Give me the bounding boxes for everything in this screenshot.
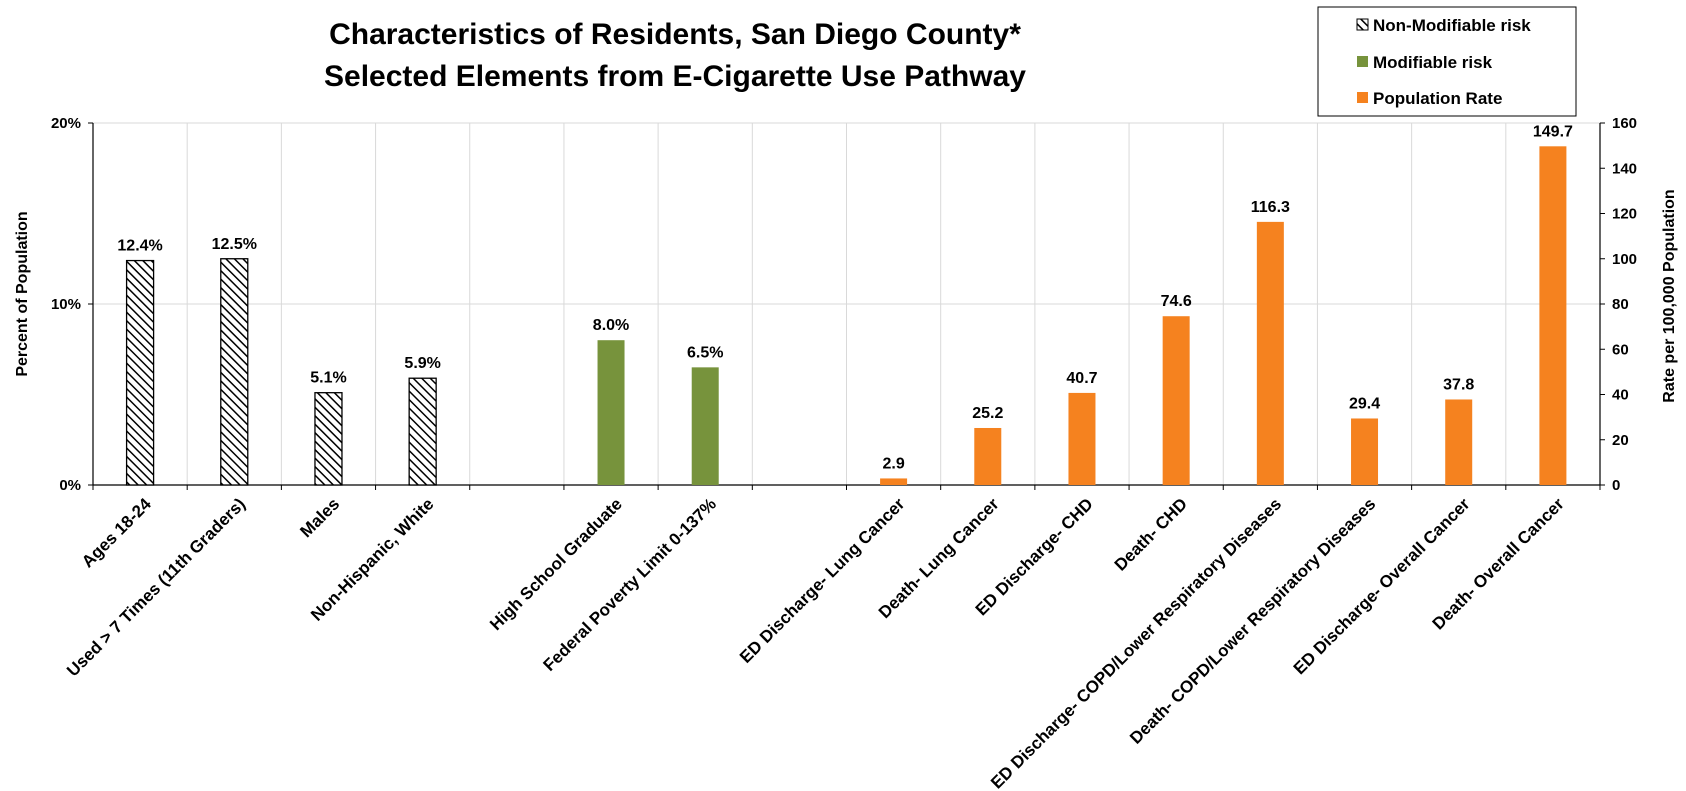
y-axis-right-title: Rate per 100,000 Population [1661,189,1678,402]
legend: Non-Modifiable risk Modifiable risk Popu… [1317,6,1577,117]
x-category-label: Males [296,494,343,541]
data-label: 8.0% [593,317,629,334]
chart-title-line-1: Characteristics of Residents, San Diego … [329,18,1021,51]
data-label: 2.9 [882,455,904,472]
data-label: 74.6 [1161,293,1192,310]
data-label: 12.4% [117,238,162,255]
bar-modifiable [597,340,625,485]
data-label: 149.7 [1533,123,1573,140]
y-left-tick-label: 0% [59,477,81,494]
data-labels: 12.4% 12.5% 5.1% 5.9% 8.0% 6.5% 2.9 25.2 40.7 74.… [117,123,1573,472]
bar-non-modifiable [125,259,155,486]
bar-population-rate [1445,399,1473,485]
bar-non-modifiable [220,258,249,486]
legend-label-modifiable: Modifiable risk [1373,53,1493,72]
data-label: 5.9% [404,355,440,372]
bar-non-modifiable [408,377,437,486]
x-category-label: Federal Poverty Limit 0-137% [540,494,720,674]
legend-swatch-non-modifiable [1356,18,1369,31]
data-label: 25.2 [972,405,1003,422]
bar-non-modifiable [314,392,343,486]
y-right-tick-label: 160 [1612,115,1637,132]
x-category-label: Used > 7 Times (11th Graders) [63,494,249,680]
y-right-tick-label: 80 [1612,296,1629,313]
y-right-tick-label: 100 [1612,251,1637,268]
bar-population-rate [1256,221,1284,485]
data-label: 116.3 [1251,199,1290,216]
y-right-tick-label: 0 [1612,477,1620,494]
bar-population-rate [974,427,1002,485]
bars [125,146,1567,486]
bar-population-rate [1539,146,1567,485]
bar-population-rate [1068,392,1096,485]
legend-swatch-modifiable [1357,56,1368,67]
bar-population-rate [1351,418,1379,485]
axes: 0% 10% 20% 0 20 40 60 80 100 120 140 160 [51,115,1637,494]
data-label: 12.5% [212,236,257,253]
y-right-tick-label: 40 [1612,387,1629,404]
x-category-label: Ages 18-24 [78,494,155,571]
y-right-tick-label: 20 [1612,432,1629,449]
chart-title-line-2: Selected Elements from E-Cigarette Use P… [324,60,1026,93]
y-left-tick-label: 20% [51,115,81,132]
data-label: 5.1% [310,370,346,387]
data-label: 6.5% [687,344,723,361]
y-right-tick-label: 120 [1612,206,1637,223]
bar-modifiable [691,367,719,485]
y-right-tick-label: 140 [1612,160,1637,177]
x-category-label: Death- CHD [1111,494,1191,574]
data-label: 40.7 [1066,370,1097,387]
bar-population-rate [1162,316,1190,485]
data-label: 37.8 [1443,376,1474,393]
legend-swatch-population [1357,92,1368,103]
legend-label-non-modifiable: Non-Modifiable risk [1373,16,1531,35]
y-right-tick-label: 60 [1612,341,1629,358]
x-category-label: ED Discharge- Overall Cancer [1290,494,1474,678]
legend-label-population: Population Rate [1373,89,1502,108]
y-axis-left-title: Percent of Population [14,211,31,376]
data-label: 29.4 [1349,395,1380,412]
bar-population-rate [880,478,908,485]
x-category-label: ED Discharge- Lung Cancer [736,494,909,667]
y-left-tick-label: 10% [51,296,81,313]
